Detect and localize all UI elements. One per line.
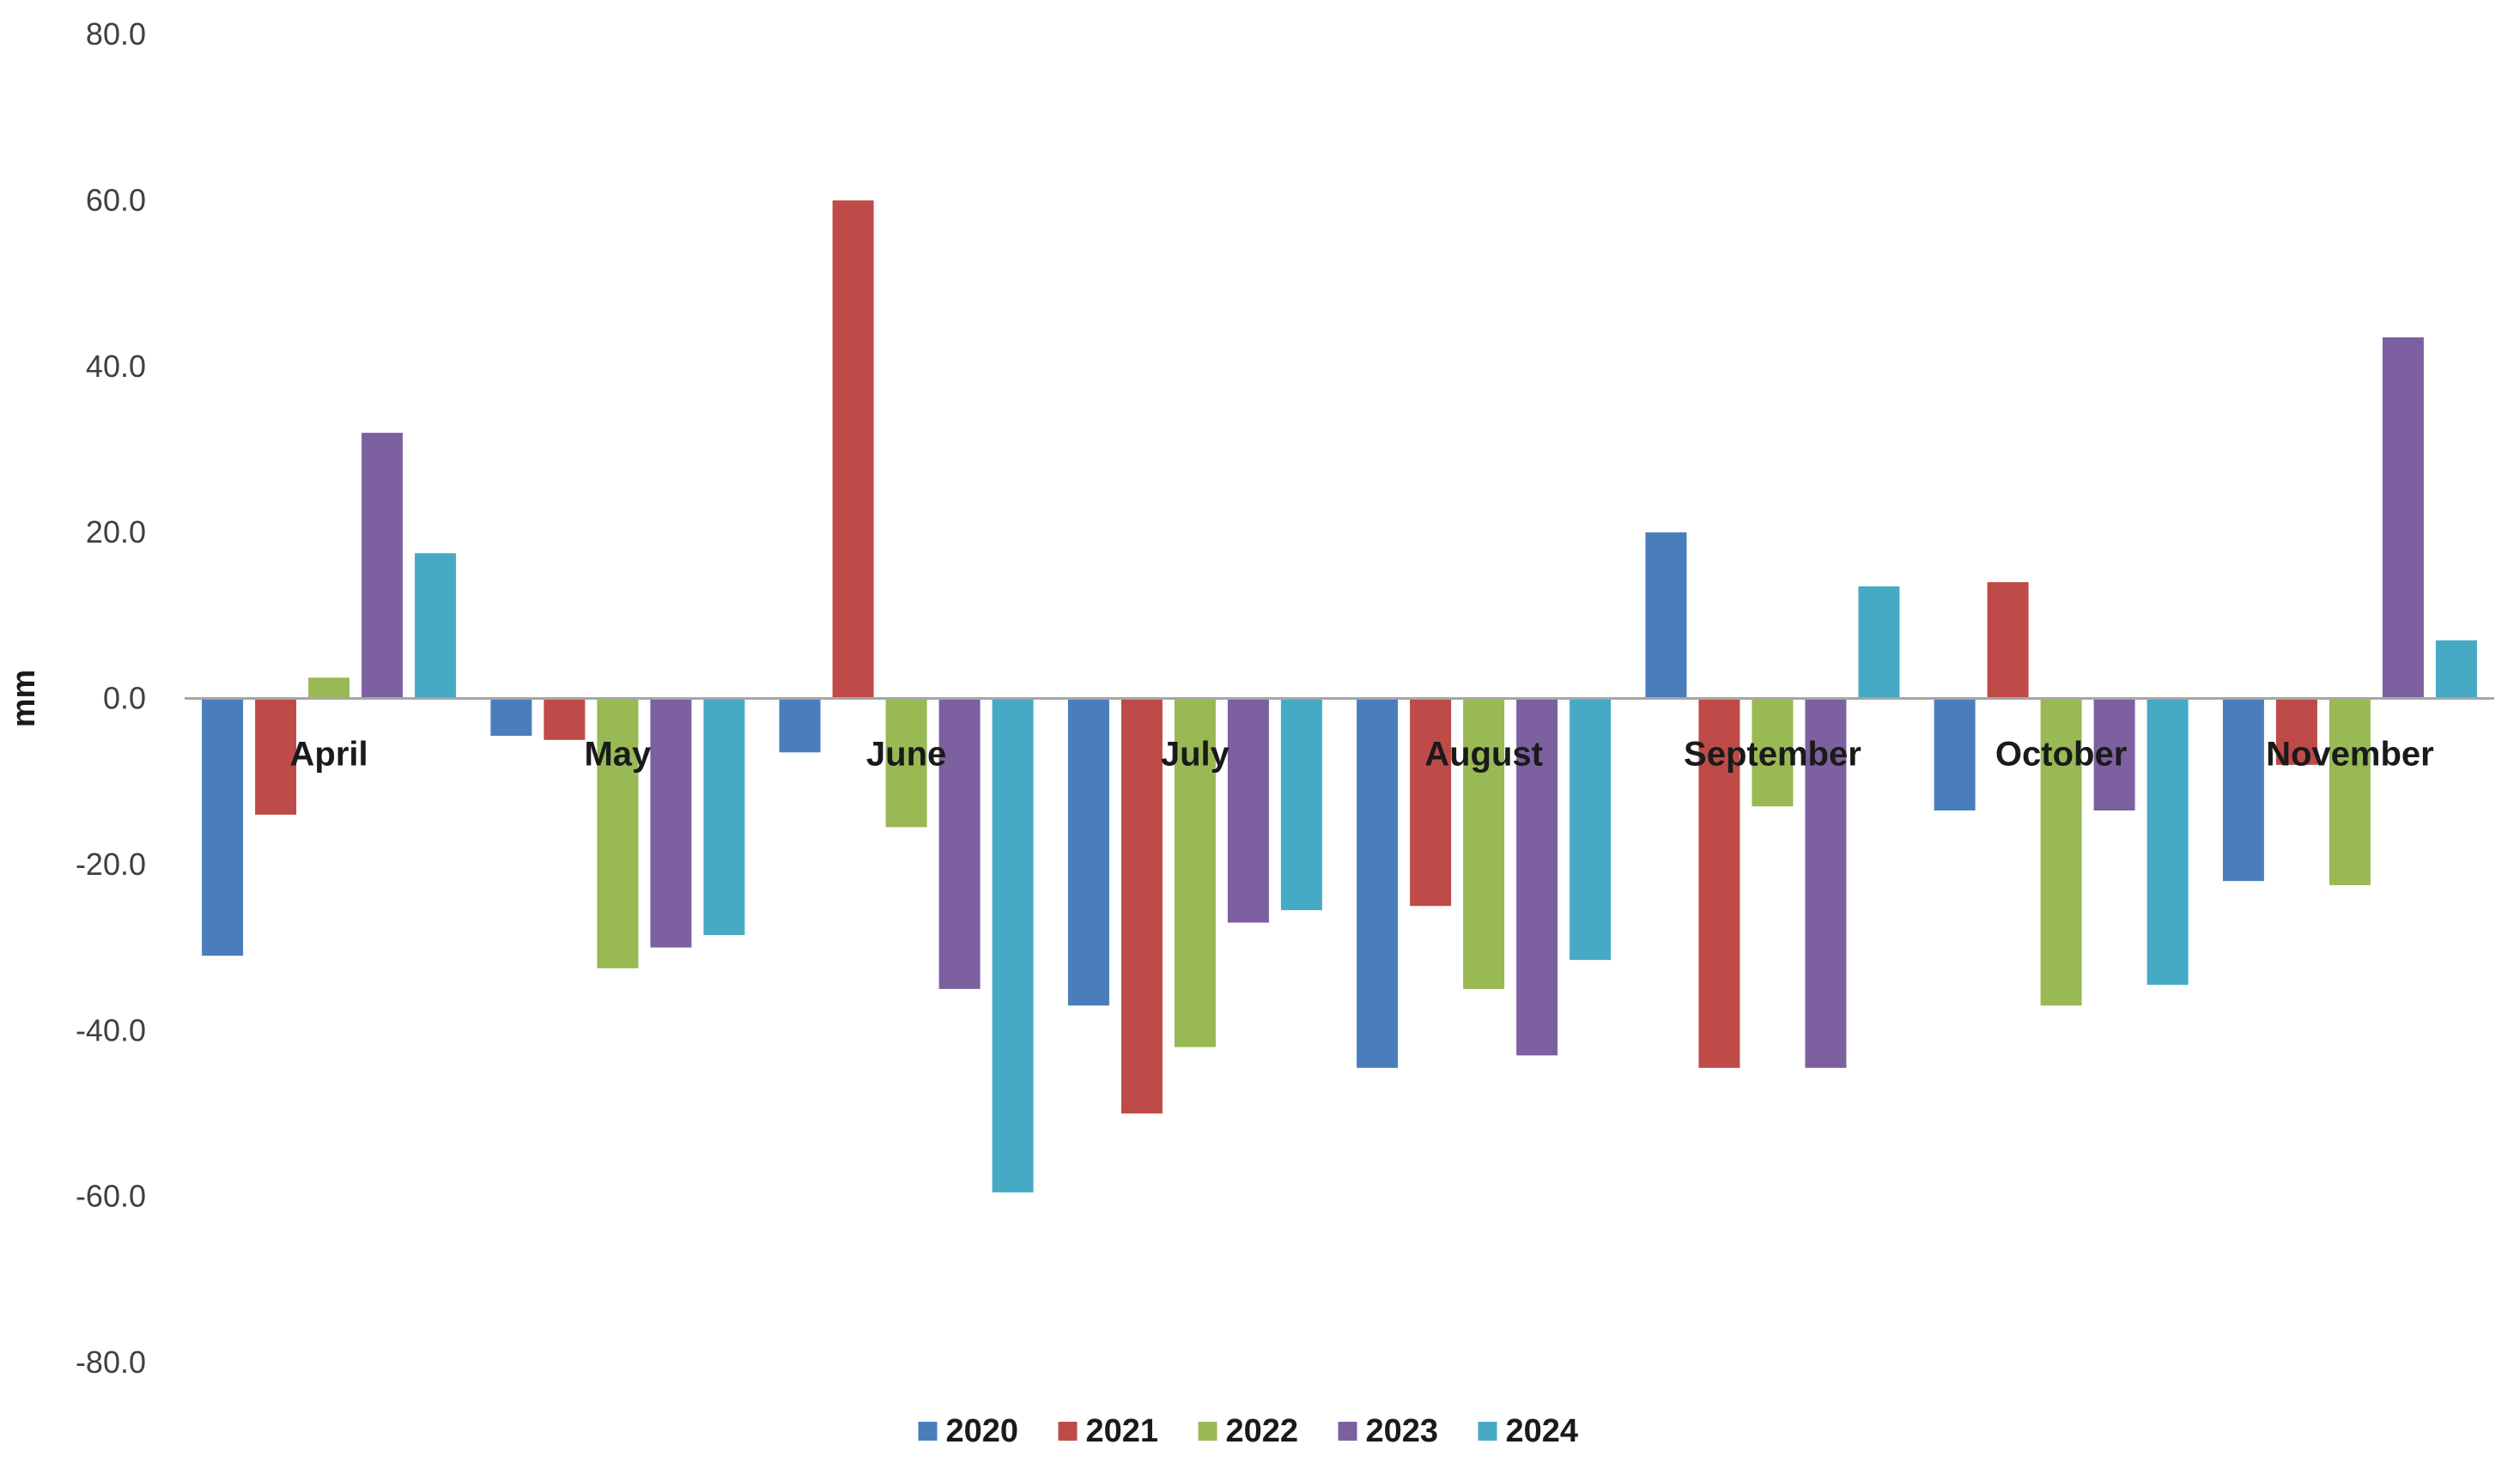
bar-august-2022 bbox=[1463, 698, 1505, 989]
bar-october-2021 bbox=[1987, 582, 2029, 699]
bar-september-2021 bbox=[1698, 698, 1740, 1068]
legend-swatch-2024 bbox=[1478, 1422, 1497, 1441]
bar-june-2021 bbox=[832, 200, 874, 699]
bar-april-2024 bbox=[415, 553, 457, 699]
bar-july-2023 bbox=[1227, 698, 1269, 923]
y-axis-title: mm bbox=[6, 670, 42, 728]
y-tick-label: -40.0 bbox=[76, 1012, 146, 1047]
category-label: April bbox=[290, 736, 368, 774]
bar-august-2020 bbox=[1357, 698, 1399, 1068]
legend-swatch-2023 bbox=[1338, 1422, 1357, 1441]
bar-october-2022 bbox=[2040, 698, 2082, 1006]
bar-september-2023 bbox=[1805, 698, 1847, 1068]
y-tick-label: -20.0 bbox=[76, 847, 146, 882]
legend-swatch-2021 bbox=[1058, 1422, 1078, 1441]
legend: 2020 2021 2022 2023 2024 bbox=[918, 1413, 1579, 1449]
legend-swatch-2020 bbox=[918, 1422, 938, 1441]
bar-november-2022 bbox=[2329, 698, 2371, 885]
bar-august-2023 bbox=[1516, 698, 1558, 1056]
bars bbox=[202, 200, 2477, 1193]
bar-november-2020 bbox=[2222, 698, 2264, 882]
bar-november-2024 bbox=[2435, 640, 2477, 699]
category-label: July bbox=[1161, 736, 1230, 774]
bar-august-2024 bbox=[1570, 698, 1612, 961]
bar-july-2022 bbox=[1174, 698, 1216, 1047]
category-label: August bbox=[1424, 736, 1543, 774]
bar-june-2023 bbox=[938, 698, 981, 989]
category-label: October bbox=[1995, 736, 2127, 774]
bar-september-2024 bbox=[1858, 586, 1900, 699]
bar-may-2022 bbox=[597, 698, 639, 968]
bar-november-2021 bbox=[2275, 698, 2317, 765]
y-tick-label: 40.0 bbox=[86, 349, 146, 384]
legend-label: 2022 bbox=[1226, 1413, 1299, 1449]
bar-july-2021 bbox=[1120, 698, 1163, 1114]
bar-november-2023 bbox=[2382, 337, 2424, 699]
y-tick-label: -60.0 bbox=[76, 1179, 146, 1214]
bar-september-2022 bbox=[1752, 698, 1794, 807]
bar-may-2024 bbox=[703, 698, 745, 936]
bar-april-2023 bbox=[361, 433, 404, 699]
bar-july-2024 bbox=[1280, 698, 1322, 911]
bar-april-2020 bbox=[202, 698, 244, 956]
category-label: November bbox=[2266, 736, 2434, 774]
bar-may-2021 bbox=[543, 698, 586, 740]
legend-label: 2020 bbox=[946, 1413, 1019, 1449]
bar-april-2022 bbox=[308, 677, 350, 699]
y-tick-label: 0.0 bbox=[103, 681, 146, 716]
legend-label: 2021 bbox=[1086, 1413, 1159, 1449]
category-label: June bbox=[866, 736, 946, 774]
bar-october-2023 bbox=[2093, 698, 2135, 810]
bar-july-2020 bbox=[1067, 698, 1109, 1006]
y-axis-ticks: 80.0 60.0 40.0 20.0 0.0 -20.0 -40.0 -60.0 -80.0 bbox=[76, 16, 146, 1380]
bar-may-2020 bbox=[490, 698, 532, 736]
legend-swatch-2022 bbox=[1198, 1422, 1217, 1441]
bar-october-2024 bbox=[2147, 698, 2189, 986]
y-tick-label: 60.0 bbox=[86, 182, 146, 217]
bar-june-2020 bbox=[779, 698, 821, 753]
bar-june-2022 bbox=[885, 698, 927, 828]
legend-label: 2024 bbox=[1506, 1413, 1579, 1449]
category-label: May bbox=[584, 736, 652, 774]
bar-august-2021 bbox=[1410, 698, 1452, 907]
bar-april-2021 bbox=[255, 698, 297, 815]
y-tick-label: -80.0 bbox=[76, 1344, 146, 1380]
bar-may-2023 bbox=[650, 698, 692, 948]
legend-label: 2023 bbox=[1366, 1413, 1439, 1449]
y-tick-label: 80.0 bbox=[86, 16, 146, 52]
y-tick-label: 20.0 bbox=[86, 514, 146, 549]
bar-october-2020 bbox=[1934, 698, 1976, 810]
category-label: September bbox=[1684, 736, 1861, 774]
bar-june-2024 bbox=[992, 698, 1034, 1193]
category-labels: April May June July August September October No… bbox=[290, 736, 2434, 774]
bar-september-2020 bbox=[1645, 532, 1687, 699]
